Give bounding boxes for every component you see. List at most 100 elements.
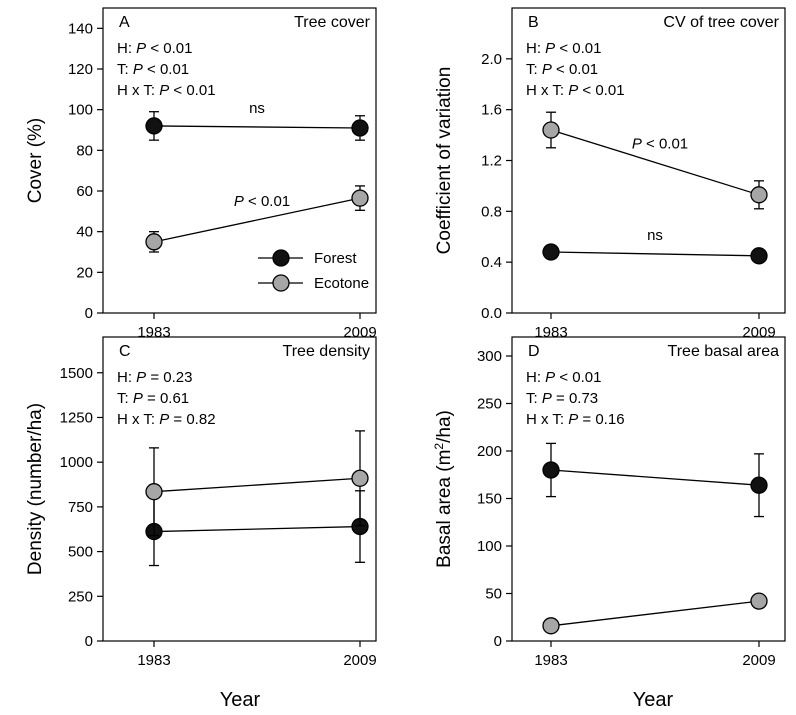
panel-a-stat: T: P < 0.01 — [117, 61, 189, 78]
panel-a-xtick-label: 2009 — [343, 324, 376, 341]
panel-a-forest-point — [351, 119, 369, 137]
panel-d-ytick-label: 300 — [477, 348, 502, 365]
panel-a-letter: A — [119, 14, 130, 31]
panel-d-xtick-label: 2009 — [742, 652, 775, 669]
panel-d-stat: T: P = 0.73 — [526, 390, 598, 407]
panel-d-forest-point — [542, 461, 560, 479]
panel-c-xtick-label: 1983 — [137, 652, 170, 669]
panel-b-stat: H: P < 0.01 — [526, 40, 601, 57]
panel-d-ylabel: Basal area (m2/ha) — [432, 410, 455, 568]
panel-b-forest-point — [750, 247, 768, 265]
panel-a-ytick-label: 120 — [68, 61, 93, 78]
panel-b-letter: B — [528, 14, 539, 31]
figure-xlabel-right: Year — [633, 689, 674, 711]
panel-a-ytick-label: 100 — [68, 102, 93, 119]
panel-b-xtick-label: 1983 — [534, 324, 567, 341]
panel-d-xtick-label: 1983 — [534, 652, 567, 669]
legend-ecotone-label: Ecotone — [314, 275, 369, 292]
panel-c-stat: H x T: P = 0.82 — [117, 411, 216, 428]
panel-a-annotation: P < 0.01 — [234, 193, 290, 210]
panel-d-title: Tree basal area — [668, 343, 780, 360]
panel-b-ecotone-line — [550, 129, 760, 196]
panel-c-ytick-label: 0 — [85, 633, 93, 650]
panel-b-ytick-label: 0.4 — [481, 254, 502, 271]
panel-b-forest-line — [550, 251, 760, 257]
panel-d: 0 50 100 150 200 250 300 1983 2009 Basal area (m2… — [432, 336, 786, 669]
panel-d-ytick-label: 0 — [494, 633, 502, 650]
panel-a-ytick-label: 140 — [68, 20, 93, 37]
panel-c-ecotone-point — [351, 469, 369, 487]
legend-ecotone-marker — [272, 274, 290, 292]
panel-a-ytick-label: 80 — [76, 142, 93, 159]
panel-a-ecotone-point — [351, 189, 369, 207]
panel-a-ylabel: Cover (%) — [25, 118, 46, 204]
panel-b-ytick-label: 0.0 — [481, 305, 502, 322]
panel-a-ecotone-point — [145, 233, 163, 251]
panel-c-ylabel: Density (number/ha) — [25, 403, 46, 575]
panel-b-ytick-label: 2.0 — [481, 51, 502, 68]
panel-b-title: CV of tree cover — [663, 14, 779, 31]
panel-c-frame — [102, 336, 377, 642]
panel-a-stat: H x T: P < 0.01 — [117, 82, 216, 99]
figure-xlabel: Year — [220, 689, 261, 711]
panel-c-ecotone-point — [145, 483, 163, 501]
panel-c-forest-line — [153, 525, 361, 533]
panel-b: 0.0 0.4 0.8 1.2 1.6 2.0 1983 2009 Coefficient of… — [434, 7, 786, 341]
panel-d-forest-point — [750, 476, 768, 494]
panel-a-ytick-label: 20 — [76, 264, 93, 281]
panel-b-ecotone-point — [750, 186, 768, 204]
panel-d-ytick-label: 200 — [477, 443, 502, 460]
panel-c-xtick-label: 2009 — [343, 652, 376, 669]
legend-forest-label: Forest — [314, 250, 357, 267]
panel-b-annotation: P < 0.01 — [632, 135, 688, 152]
panel-c-letter: C — [119, 343, 131, 360]
panel-a: 0 20 40 60 80 100 120 140 1983 2009 Cover (%) A Tree… — [25, 7, 377, 341]
panel-c-ytick-label: 500 — [68, 544, 93, 561]
panel-c: 0 250 500 750 1000 1250 1500 1983 2009 Density (n… — [25, 336, 377, 669]
panel-d-ytick-label: 250 — [477, 396, 502, 413]
panel-a-frame — [102, 7, 377, 314]
panel-a-forest-point — [145, 117, 163, 135]
panel-a-ytick-label: 40 — [76, 224, 93, 241]
panel-b-xtick-label: 2009 — [742, 324, 775, 341]
panel-c-ytick-label: 1250 — [60, 409, 93, 426]
panel-a-annotation: ns — [249, 100, 265, 117]
panel-d-letter: D — [528, 343, 540, 360]
panel-c-ytick-label: 1000 — [60, 454, 93, 471]
panel-c-ytick-label: 250 — [68, 588, 93, 605]
panel-b-forest-point — [542, 243, 560, 261]
panel-d-ecotone-point — [542, 617, 560, 635]
panel-b-ytick-label: 1.2 — [481, 153, 502, 170]
panel-a-title: Tree cover — [294, 14, 371, 31]
panel-b-ecotone-point — [542, 121, 560, 139]
legend-forest-marker — [272, 249, 290, 267]
panel-a-ecotone-line — [153, 197, 361, 243]
panel-c-ytick-label: 750 — [68, 499, 93, 516]
panel-d-stat: H: P < 0.01 — [526, 369, 601, 386]
panel-d-ytick-label: 50 — [485, 586, 502, 603]
panel-a-stat: H: P < 0.01 — [117, 40, 192, 57]
panel-a-xtick-label: 1983 — [137, 324, 170, 341]
panel-d-stat: H x T: P = 0.16 — [526, 411, 625, 428]
panel-b-stat: H x T: P < 0.01 — [526, 82, 625, 99]
panel-d-frame — [511, 336, 786, 642]
panel-b-stat: T: P < 0.01 — [526, 61, 598, 78]
panel-c-stat: T: P = 0.61 — [117, 390, 189, 407]
panel-d-ecotone-point — [750, 592, 768, 610]
panel-d-ytick-label: 100 — [477, 538, 502, 555]
panel-b-ytick-label: 1.6 — [481, 102, 502, 119]
panel-c-ytick-label: 1500 — [60, 365, 93, 382]
panel-c-ecotone-line — [153, 477, 361, 493]
panel-b-annotation: ns — [647, 227, 663, 244]
panel-b-ylabel: Coefficient of variation — [434, 67, 455, 255]
panel-c-stat: H: P = 0.23 — [117, 369, 192, 386]
panel-d-forest-line — [550, 469, 760, 486]
panel-a-ytick-label: 60 — [76, 183, 93, 200]
panel-c-title: Tree density — [283, 343, 370, 360]
panel-d-ecotone-line — [550, 600, 760, 627]
panel-b-ytick-label: 0.8 — [481, 203, 502, 220]
panel-a-ytick-label: 0 — [85, 305, 93, 322]
panel-d-ytick-label: 150 — [477, 491, 502, 508]
panel-a-forest-line — [153, 125, 361, 129]
